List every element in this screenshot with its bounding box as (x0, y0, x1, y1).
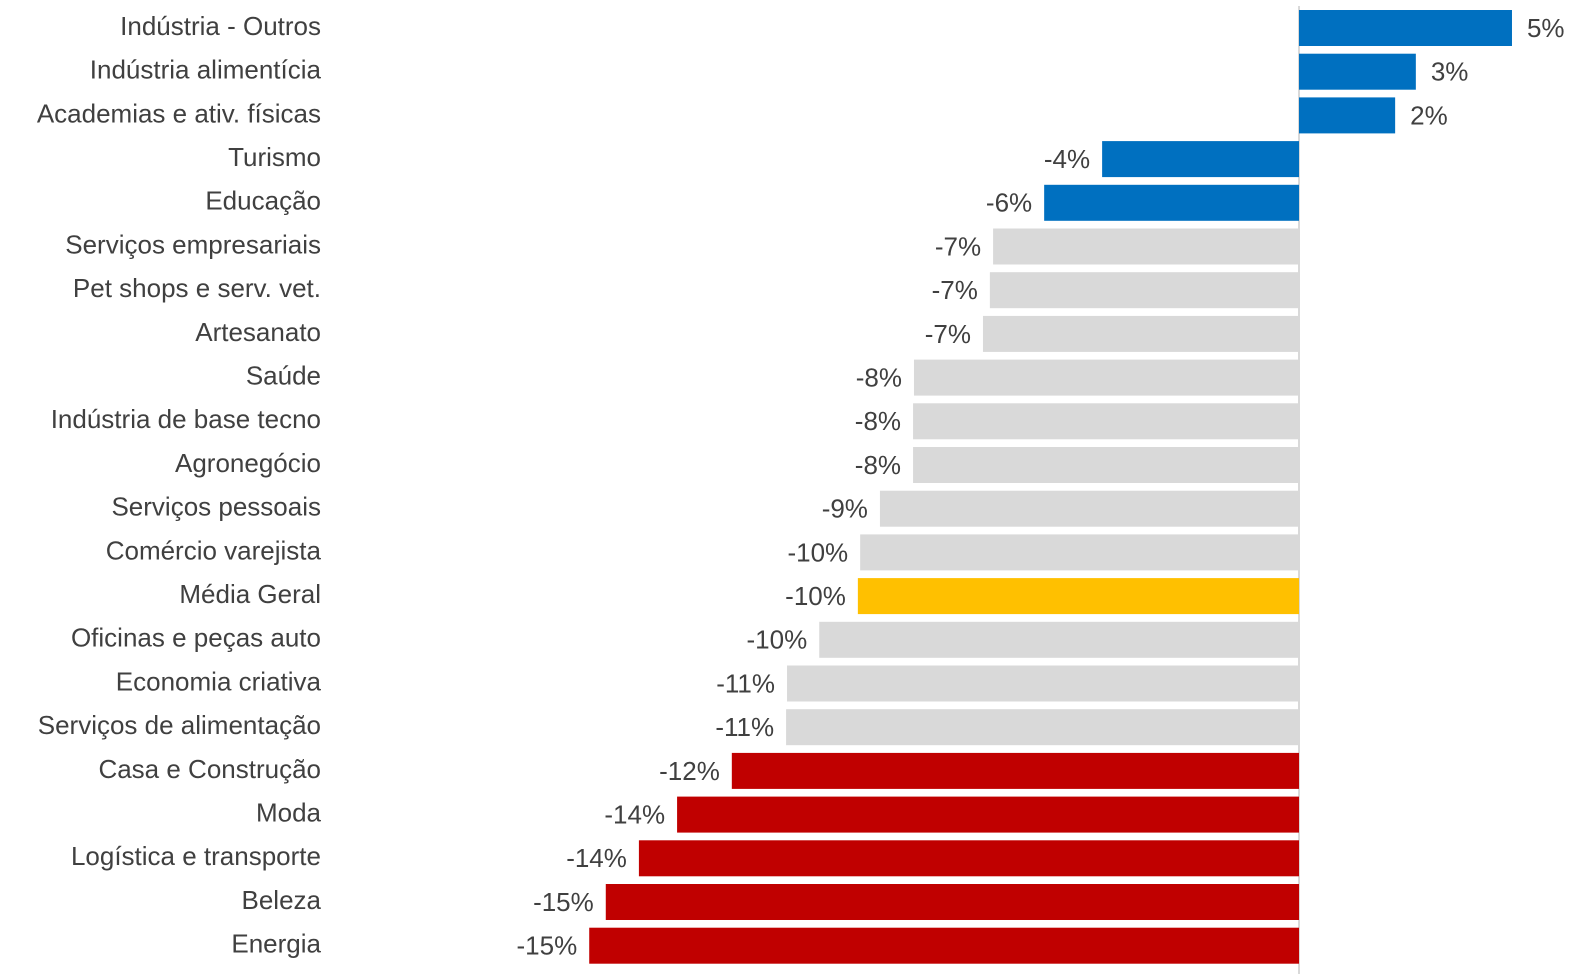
category-label: Agronegócio (175, 448, 321, 478)
value-label: -4% (1044, 144, 1090, 174)
bar (819, 621, 1299, 658)
category-label: Indústria - Outros (120, 11, 321, 41)
value-label: -10% (785, 581, 846, 611)
value-label: 3% (1431, 57, 1469, 87)
bar (1299, 10, 1512, 46)
value-label: -7% (935, 231, 981, 261)
category-label: Moda (256, 797, 322, 827)
bar (857, 578, 1299, 615)
bar (786, 709, 1299, 746)
bar (589, 927, 1299, 964)
category-label: Serviços empresariais (65, 229, 321, 259)
category-label: Serviços de alimentação (38, 710, 321, 740)
bar (913, 447, 1299, 483)
value-label: -14% (566, 843, 627, 873)
bar (989, 272, 1299, 309)
value-label: -8% (856, 362, 902, 392)
category-label: Logística e transporte (71, 841, 321, 871)
bar (677, 796, 1299, 833)
category-label: Saúde (246, 360, 321, 390)
category-label: Oficinas e peças auto (71, 623, 321, 653)
value-label: -11% (716, 668, 775, 698)
value-label: -10% (787, 537, 848, 567)
bar (731, 752, 1299, 789)
value-label: -6% (986, 188, 1032, 218)
value-label: -7% (932, 275, 978, 305)
value-label: -8% (855, 406, 901, 436)
bar (982, 315, 1299, 352)
bar (913, 359, 1299, 396)
value-label: -8% (855, 450, 901, 480)
value-label: 5% (1527, 13, 1565, 43)
bar (879, 490, 1299, 527)
category-label: Média Geral (179, 579, 321, 609)
category-label: Comércio varejista (106, 535, 322, 565)
bar (787, 665, 1299, 702)
value-label: -7% (925, 319, 971, 349)
category-label: Casa e Construção (98, 754, 321, 784)
value-label: -15% (533, 887, 594, 917)
category-label: Pet shops e serv. vet. (73, 273, 321, 303)
category-label: Energia (231, 929, 321, 959)
value-label: -12% (659, 756, 720, 786)
category-label: Serviços pessoais (111, 492, 321, 522)
value-label: -10% (747, 625, 808, 655)
bar (993, 228, 1299, 265)
category-label: Indústria alimentícia (90, 55, 322, 85)
bar (1299, 97, 1396, 134)
category-label: Academias e ativ. físicas (37, 98, 321, 128)
value-label: -11% (715, 712, 774, 742)
bar (1044, 184, 1299, 221)
bar (605, 884, 1299, 920)
bar (1299, 53, 1416, 90)
bar (913, 403, 1299, 440)
value-label: 2% (1410, 100, 1448, 130)
value-label: -9% (822, 494, 868, 524)
bar (638, 840, 1299, 877)
bar (860, 534, 1299, 571)
value-label: -15% (517, 931, 578, 961)
category-label: Economia criativa (116, 666, 322, 696)
category-label: Turismo (228, 142, 321, 172)
value-label: -14% (604, 799, 665, 829)
category-label: Indústria de base tecno (51, 404, 321, 434)
category-label: Artesanato (195, 317, 321, 347)
category-label: Educação (205, 186, 321, 216)
category-label: Beleza (242, 885, 322, 915)
bar (1102, 141, 1299, 178)
